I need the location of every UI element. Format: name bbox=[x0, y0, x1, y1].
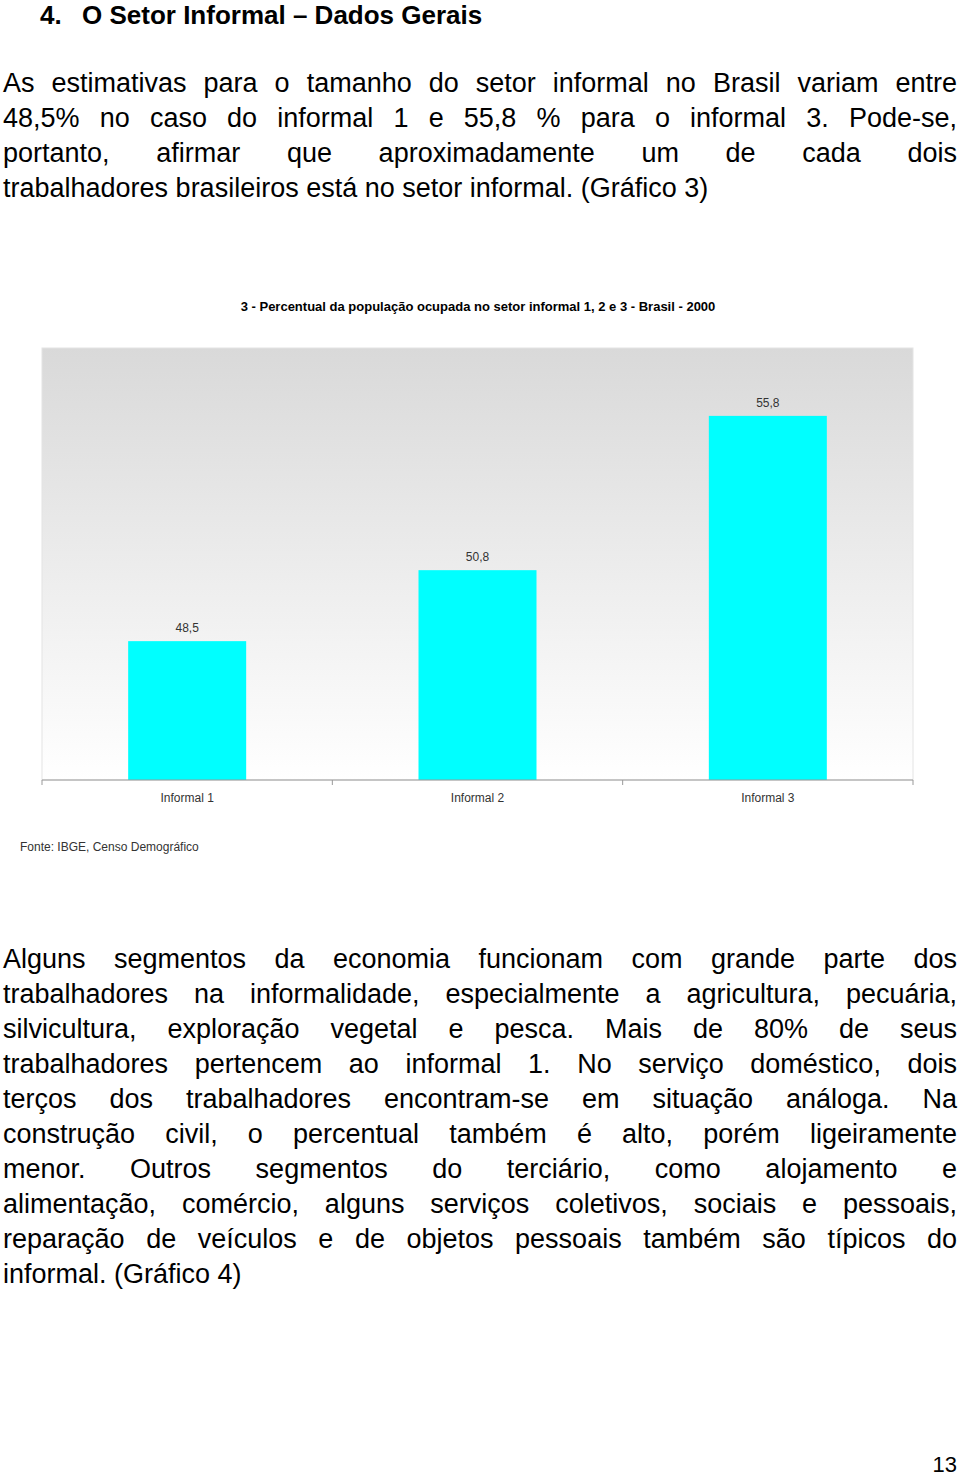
bar bbox=[128, 641, 246, 780]
x-tick-label: Informal 2 bbox=[451, 791, 505, 805]
heading-title: O Setor Informal – Dados Gerais bbox=[82, 0, 482, 30]
data-label: 50,8 bbox=[466, 550, 490, 564]
x-axis bbox=[42, 780, 913, 781]
x-tick bbox=[332, 780, 333, 785]
text-line: trabalhadores na informalidade, especial… bbox=[3, 977, 957, 1012]
text-line: As estimativas para o tamanho do setor i… bbox=[3, 66, 957, 101]
text-line: construção civil, o percentual também é … bbox=[3, 1117, 957, 1152]
bar bbox=[419, 570, 537, 780]
source-note: Fonte: IBGE, Censo Demográfico bbox=[20, 840, 199, 854]
page-number: 13 bbox=[933, 1452, 957, 1475]
heading-number: 4. bbox=[40, 0, 62, 30]
text-line: trabalhadores brasileiros está no setor … bbox=[3, 171, 957, 206]
x-tick-label: Informal 3 bbox=[741, 791, 795, 805]
text-line: Alguns segmentos da economia funcionam c… bbox=[3, 942, 957, 977]
text-line: trabalhadores pertencem ao informal 1. N… bbox=[3, 1047, 957, 1082]
x-tick bbox=[622, 780, 623, 785]
plot-area bbox=[42, 348, 913, 780]
x-tick bbox=[42, 780, 43, 785]
chart: 3 - Percentual da população ocupada no s… bbox=[0, 0, 960, 1475]
text-line: silvicultura, exploração vegetal e pesca… bbox=[3, 1012, 957, 1047]
x-tick bbox=[913, 780, 914, 785]
text-line: reparação de veículos e de objetos pesso… bbox=[3, 1222, 957, 1257]
text-line: informal. (Gráfico 4) bbox=[3, 1257, 957, 1292]
chart-title: 3 - Percentual da população ocupada no s… bbox=[241, 299, 716, 314]
bar bbox=[709, 416, 827, 780]
text-line: alimentação, comércio, alguns serviços c… bbox=[3, 1187, 957, 1222]
bars bbox=[128, 416, 827, 780]
text-line: 48,5% no caso do informal 1 e 55,8 % par… bbox=[3, 101, 957, 136]
text-line: terços dos trabalhadores encontram-se em… bbox=[3, 1082, 957, 1117]
x-tick-label: Informal 1 bbox=[160, 791, 214, 805]
data-label: 48,5 bbox=[175, 621, 199, 635]
text-line: portanto, afirmar que aproximadamente um… bbox=[3, 136, 957, 171]
data-label: 55,8 bbox=[756, 396, 780, 410]
text-line: menor. Outros segmentos do terciário, co… bbox=[3, 1152, 957, 1187]
